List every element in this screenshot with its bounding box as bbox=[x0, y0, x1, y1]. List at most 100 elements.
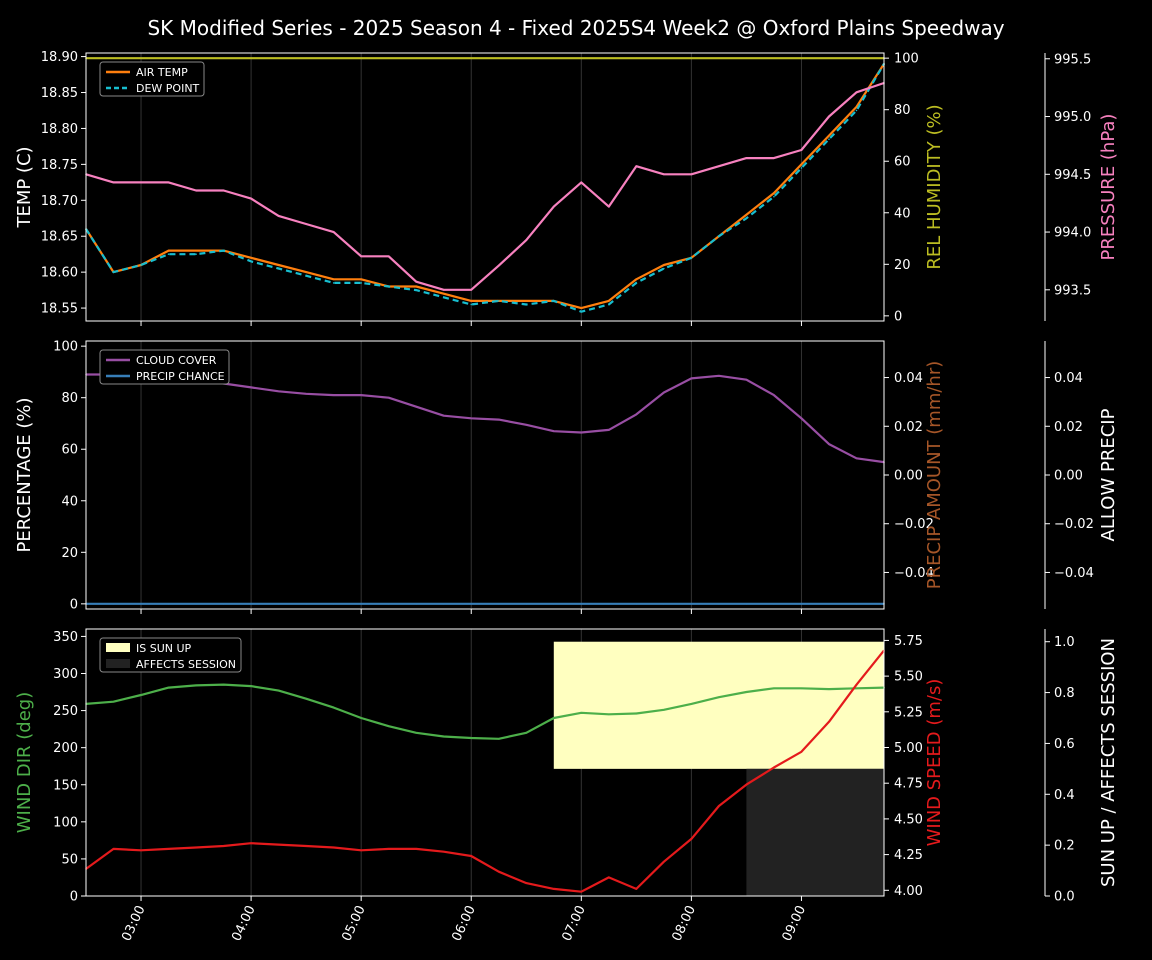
data-point bbox=[635, 603, 638, 605]
data-point bbox=[140, 57, 142, 59]
data-point bbox=[140, 603, 142, 605]
data-point bbox=[222, 845, 225, 847]
data-point bbox=[167, 848, 170, 850]
data-point bbox=[855, 687, 858, 690]
data-point bbox=[718, 374, 720, 377]
data-point bbox=[360, 717, 362, 719]
data-point bbox=[828, 57, 830, 59]
tick-label: −0.02 bbox=[1054, 517, 1094, 532]
data-point bbox=[608, 876, 610, 879]
data-point bbox=[635, 888, 638, 890]
data-point bbox=[415, 405, 418, 408]
data-point bbox=[745, 213, 748, 216]
data-point bbox=[387, 848, 390, 850]
data-point bbox=[250, 386, 252, 389]
tick-label: 0.02 bbox=[894, 420, 923, 435]
tick-label: 5.00 bbox=[894, 741, 923, 756]
data-point bbox=[773, 157, 775, 159]
data-point bbox=[800, 603, 803, 605]
data-point bbox=[332, 57, 335, 59]
data-point bbox=[277, 57, 280, 59]
tick-label: 60 bbox=[61, 443, 78, 458]
data-point bbox=[470, 57, 473, 59]
data-point bbox=[195, 249, 197, 252]
tick-label: 18.65 bbox=[41, 230, 78, 245]
data-point bbox=[608, 57, 610, 59]
tick-label: 995.5 bbox=[1054, 52, 1091, 67]
legend-label: AIR TEMP bbox=[136, 66, 188, 79]
data-point bbox=[332, 282, 335, 284]
legend-label: CLOUD COVER bbox=[136, 354, 217, 367]
data-point bbox=[855, 57, 858, 59]
data-point bbox=[497, 57, 500, 59]
data-point bbox=[332, 231, 335, 233]
data-point bbox=[442, 603, 445, 605]
data-point bbox=[277, 390, 280, 393]
tick-label: 0.04 bbox=[1054, 371, 1083, 386]
data-point bbox=[415, 285, 418, 288]
axis-label: PRESSURE (hPa) bbox=[1098, 114, 1119, 261]
tick-label: 18.90 bbox=[41, 50, 78, 65]
legend-label: IS SUN UP bbox=[136, 642, 192, 655]
data-point bbox=[800, 57, 803, 59]
data-point bbox=[112, 603, 115, 605]
tick-label: 0.2 bbox=[1054, 839, 1075, 854]
legend-swatch bbox=[106, 643, 130, 652]
data-point bbox=[360, 255, 362, 258]
data-point bbox=[140, 264, 142, 266]
data-point bbox=[635, 712, 638, 715]
legend-label: PRECIP CHANCE bbox=[136, 370, 225, 383]
tick-label: 0.8 bbox=[1054, 686, 1075, 701]
panel-clouds: 0 20 40 60 80 100 −0.04 −0.02 0.00 0.02 0.04 −0.04 −… bbox=[14, 340, 1119, 614]
data-point bbox=[305, 845, 307, 847]
data-point bbox=[470, 300, 473, 302]
data-point bbox=[663, 57, 665, 59]
data-point bbox=[855, 109, 858, 112]
data-point bbox=[800, 163, 803, 166]
span-is-sun-up bbox=[553, 641, 884, 769]
tick-label: 0.6 bbox=[1054, 737, 1075, 752]
data-point bbox=[828, 134, 830, 137]
data-point bbox=[250, 603, 252, 605]
axis-label: WIND SPEED (m/s) bbox=[924, 679, 945, 847]
data-point bbox=[415, 848, 418, 850]
data-point bbox=[442, 414, 445, 417]
data-point bbox=[718, 57, 720, 59]
data-point bbox=[663, 267, 665, 270]
data-point bbox=[580, 181, 583, 184]
data-point bbox=[580, 431, 583, 434]
data-point bbox=[855, 603, 858, 605]
data-point bbox=[745, 157, 748, 159]
data-point bbox=[580, 890, 583, 893]
data-point bbox=[442, 296, 445, 299]
data-point bbox=[305, 271, 307, 273]
legend: AIR TEMP DEW POINT bbox=[99, 61, 205, 97]
data-point bbox=[745, 603, 748, 605]
tick-label: 18.85 bbox=[41, 86, 78, 101]
data-point bbox=[277, 843, 280, 846]
series-line-dew-point bbox=[85, 63, 885, 313]
data-point bbox=[332, 846, 335, 849]
data-point bbox=[690, 703, 693, 705]
tick-label: 80 bbox=[894, 103, 911, 118]
tick-label: 1.0 bbox=[1054, 635, 1075, 650]
data-point bbox=[305, 697, 307, 700]
data-point bbox=[525, 882, 528, 884]
tick-label: 0 bbox=[70, 890, 78, 905]
data-point bbox=[277, 215, 280, 217]
data-point bbox=[332, 706, 335, 709]
tick-label: 200 bbox=[53, 741, 78, 756]
tick-label: 994.5 bbox=[1054, 168, 1091, 183]
data-point bbox=[277, 264, 280, 266]
data-point bbox=[250, 685, 252, 687]
data-point bbox=[525, 423, 528, 426]
data-point bbox=[305, 223, 307, 225]
data-point bbox=[663, 603, 665, 605]
data-point bbox=[112, 848, 115, 850]
data-point bbox=[332, 278, 335, 281]
data-point bbox=[140, 694, 142, 696]
data-point bbox=[552, 300, 555, 302]
data-point bbox=[167, 253, 170, 255]
data-point bbox=[525, 603, 528, 605]
